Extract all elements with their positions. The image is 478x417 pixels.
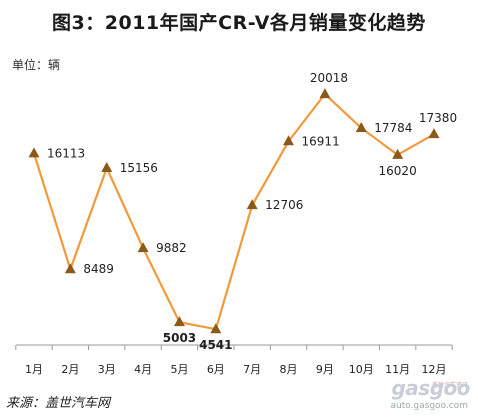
x-ticks — [15, 345, 453, 350]
data-point — [355, 122, 367, 133]
data-point — [246, 199, 258, 210]
data-label: 8489 — [83, 262, 114, 276]
data-label: 5003 — [163, 331, 196, 345]
chart-title: 图3：2011年国产CR-V各月销量变化趋势 — [52, 12, 426, 34]
watermark-cn: 盖世汽车资讯 — [431, 382, 468, 389]
x-tick-label: 8月 — [280, 363, 298, 376]
watermark-logo: 盖世汽车资讯 gasgoo auto.gasgoo.com — [370, 376, 470, 414]
x-tick-labels: 1月 2月 3月 4月 5月 6月 7月 8月 9月 10月 11月 12月 — [25, 363, 447, 376]
data-label: 9882 — [156, 241, 187, 255]
x-tick-label: 2月 — [61, 363, 79, 376]
data-point — [173, 316, 185, 327]
data-label: 16020 — [379, 164, 417, 178]
data-label: 17784 — [374, 121, 412, 135]
data-point — [283, 135, 295, 146]
data-point — [392, 148, 404, 159]
unit-label: 单位：辆 — [12, 58, 61, 72]
x-tick-label: 10月 — [349, 363, 374, 376]
data-point — [137, 242, 149, 253]
data-label: 17380 — [419, 111, 457, 125]
data-label: 16113 — [47, 146, 85, 160]
series-line — [32, 93, 435, 331]
x-tick-label: 11月 — [385, 363, 410, 376]
x-tick-label: 4月 — [134, 363, 152, 376]
x-tick-label: 7月 — [243, 363, 261, 376]
watermark-url: auto.gasgoo.com — [390, 401, 468, 411]
x-tick-label: 6月 — [207, 363, 225, 376]
data-label: 20018 — [310, 71, 348, 85]
data-label: 15156 — [120, 161, 158, 175]
data-point — [28, 147, 40, 158]
markers — [28, 88, 440, 334]
data-point — [64, 263, 76, 274]
x-tick-label: 5月 — [170, 363, 188, 376]
data-point — [428, 128, 440, 139]
data-label: 4541 — [199, 338, 232, 352]
source-label: 来源：盖世汽车网 — [6, 396, 111, 411]
data-point — [319, 88, 331, 99]
x-tick-label: 1月 — [25, 363, 43, 376]
data-label: 16911 — [302, 134, 340, 148]
watermark-brand: gasgoo — [391, 376, 470, 400]
data-point — [101, 161, 113, 172]
x-tick-label: 3月 — [98, 363, 116, 376]
x-tick-label: 9月 — [316, 363, 334, 376]
data-label: 12706 — [265, 198, 303, 212]
data-point — [210, 323, 222, 334]
x-tick-label: 12月 — [422, 363, 447, 376]
